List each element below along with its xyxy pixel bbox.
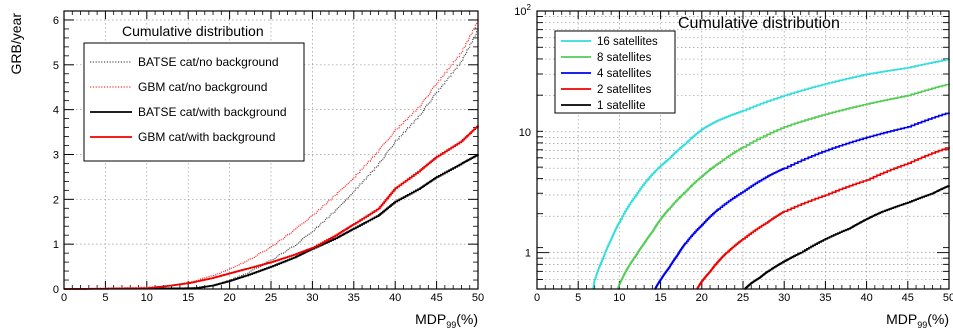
x-tick-label: 10 — [613, 292, 625, 304]
legend: 16 satellites 8 satellites 4 satellites 2 s… — [554, 30, 676, 114]
x-tick-label: 0 — [534, 292, 540, 304]
plot-frame — [63, 10, 479, 290]
legend-label-3: BATSE cat/with background — [138, 105, 287, 119]
series-line-3 — [654, 112, 950, 290]
series-line-2 — [617, 83, 950, 290]
chart-title: Cumulative distribution — [122, 23, 264, 39]
y-axis: 1 10 102 — [514, 3, 949, 290]
x-tick-label: 50 — [943, 292, 953, 304]
x-axis: 0 5 10 15 20 25 30 35 40 45 50 — [61, 11, 484, 304]
chart-panel-2: 0 5 10 15 20 25 30 35 40 45 50 1 10 102 Cumulative dis… — [514, 3, 953, 330]
series-line-1 — [592, 58, 950, 290]
x-tick-label: 45 — [430, 292, 442, 304]
y-tick-label: 6 — [53, 15, 59, 27]
grid — [537, 11, 949, 289]
x-tick-label: 35 — [819, 292, 831, 304]
series-group — [592, 58, 950, 290]
legend: BATSE cat/no background GBM cat/no backgr… — [83, 42, 305, 162]
x-axis-label: MDP99(%) — [415, 311, 478, 330]
x-tick-label: 50 — [472, 292, 484, 304]
y-tick-label: 1 — [525, 248, 531, 260]
series-line-5 — [744, 185, 950, 290]
plot-frame — [536, 10, 950, 290]
x-tick-label: 20 — [696, 292, 708, 304]
x-tick-label: 40 — [860, 292, 872, 304]
y-tick-label: 0 — [53, 284, 59, 296]
series-line-3 — [64, 154, 479, 290]
y-tick-label: 4 — [53, 105, 59, 117]
legend-label-1: 16 satellites — [597, 36, 658, 48]
legend-label-2: GBM cat/no background — [138, 80, 267, 94]
x-tick-label: 5 — [575, 292, 581, 304]
y-tick-label: 10 — [519, 127, 531, 139]
x-tick-label: 10 — [141, 292, 153, 304]
y-axis: 0 1 2 3 4 5 6 — [53, 15, 478, 296]
x-tick-label: 30 — [778, 292, 790, 304]
legend-label-2: 8 satellites — [597, 52, 652, 64]
y-tick-label: 3 — [53, 149, 59, 161]
x-tick-label: 0 — [61, 292, 67, 304]
series-line-4 — [696, 146, 950, 290]
legend-box — [554, 30, 676, 114]
legend-label-3: 4 satellites — [597, 68, 652, 80]
legend-box — [83, 42, 305, 162]
x-tick-label: 25 — [265, 292, 277, 304]
x-tick-label: 40 — [389, 292, 401, 304]
series-group — [64, 19, 479, 290]
x-tick-label: 5 — [102, 292, 108, 304]
legend-label-4: GBM cat/with background — [138, 130, 275, 144]
y-tick-label: 102 — [514, 3, 531, 18]
series-line-2 — [64, 19, 479, 290]
legend-label-5: 1 satellite — [597, 100, 646, 112]
x-tick-label: 35 — [348, 292, 360, 304]
legend-label-1: BATSE cat/no background — [138, 55, 279, 69]
y-tick-label: 2 — [53, 194, 59, 206]
x-tick-label: 30 — [306, 292, 318, 304]
x-tick-label: 20 — [223, 292, 235, 304]
y-tick-label: 5 — [53, 60, 59, 72]
x-tick-label: 45 — [902, 292, 914, 304]
y-tick-label: 1 — [53, 239, 59, 251]
legend-label-4: 2 satellites — [597, 84, 652, 96]
x-tick-label: 15 — [654, 292, 666, 304]
x-tick-label: 15 — [182, 292, 194, 304]
y-axis-label: GRB/year — [8, 13, 24, 75]
x-tick-label: 25 — [737, 292, 749, 304]
chart-title: Cumulative distribution — [678, 15, 840, 32]
x-axis-label: MDP99(%) — [886, 311, 949, 330]
series-line-4 — [64, 125, 479, 290]
